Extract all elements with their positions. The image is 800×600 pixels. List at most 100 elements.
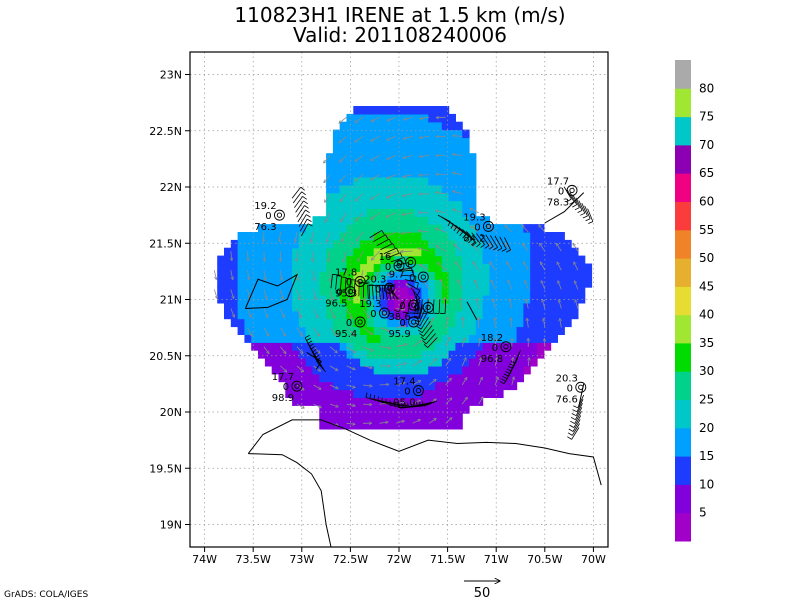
field-cell — [407, 224, 416, 233]
wind-barb — [298, 214, 307, 227]
field-cell — [380, 421, 388, 430]
colorbar-swatch — [675, 314, 691, 344]
wind-vector — [362, 404, 372, 405]
field-cell — [516, 342, 524, 351]
field-cell — [387, 121, 395, 131]
field-cell — [305, 381, 314, 391]
field-cell — [489, 342, 497, 351]
wind-vector — [395, 383, 405, 386]
field-cell — [360, 350, 368, 359]
field-cell — [373, 255, 382, 265]
field-cell — [230, 287, 239, 296]
field-cell — [292, 373, 300, 383]
field-cell — [292, 295, 300, 304]
field-cell — [557, 318, 565, 328]
field-cell — [394, 184, 402, 194]
wind-vector — [575, 281, 579, 290]
field-cell — [428, 358, 436, 367]
field-cell — [380, 358, 388, 367]
field-cell — [332, 326, 341, 335]
wind-barb-flag — [377, 396, 379, 402]
colorbar-swatch — [675, 258, 691, 287]
wind-barb — [375, 285, 378, 300]
station-ring — [354, 276, 366, 287]
station-top-value: 17.4 — [393, 377, 415, 388]
field-cell — [428, 247, 436, 257]
field-cell — [414, 192, 422, 202]
field-cell — [509, 302, 518, 312]
wind-vector — [263, 308, 268, 318]
field-cell — [387, 413, 395, 422]
wind-barb-flag — [407, 402, 410, 408]
field-cell — [326, 200, 334, 209]
wind-barb — [330, 274, 333, 289]
field-cell — [482, 247, 490, 257]
field-cell — [455, 169, 463, 178]
field-cell — [441, 397, 450, 406]
field-cell — [258, 232, 266, 241]
wind-vector — [346, 384, 356, 388]
field-cell — [339, 129, 348, 139]
field-cell — [448, 145, 456, 154]
field-cell — [441, 334, 450, 343]
field-cell — [332, 373, 341, 383]
field-cell — [503, 302, 511, 312]
field-cell — [224, 247, 232, 257]
field-cell — [482, 373, 490, 383]
field-cell — [387, 145, 395, 154]
field-cell — [407, 279, 416, 288]
wind-barb-flag — [307, 340, 313, 344]
wind-barb-flag — [385, 284, 391, 286]
field-cell — [441, 161, 450, 170]
wind-barb-flag — [341, 276, 347, 278]
field-cell — [387, 106, 395, 115]
field-cell — [516, 326, 524, 335]
wind-vector — [297, 270, 298, 280]
station-ring — [393, 260, 405, 272]
wind-barb-flag — [396, 247, 399, 253]
wind-vector — [329, 308, 335, 319]
wind-barb-flag — [484, 245, 490, 249]
wind-vector — [387, 136, 397, 140]
field-cell — [292, 389, 300, 398]
field-cell — [469, 358, 477, 367]
wind-vector — [295, 231, 297, 242]
field-cell — [441, 405, 450, 414]
field-cell — [550, 295, 558, 304]
wind-barb — [417, 401, 432, 408]
wind-barb-flag — [412, 270, 414, 276]
field-cell — [339, 302, 348, 312]
wind-barb-flag — [506, 249, 511, 253]
field-cell — [312, 247, 320, 257]
field-cell — [482, 216, 490, 225]
field-cell — [537, 310, 545, 320]
wind-vector — [327, 231, 331, 242]
field-cell — [271, 318, 280, 328]
field-cell — [353, 342, 361, 351]
wind-vector — [445, 317, 448, 328]
wind-barb-flag — [398, 403, 401, 409]
field-cell — [550, 279, 558, 288]
field-cell — [360, 216, 368, 225]
field-cell — [298, 334, 307, 343]
field-cell — [346, 397, 354, 406]
wind-barb-flag — [421, 401, 425, 407]
wind-vector — [329, 327, 337, 336]
station-marker — [569, 187, 575, 194]
field-cell — [319, 413, 327, 422]
field-cell — [475, 216, 484, 225]
field-cell — [251, 271, 259, 280]
station-bottom-value: 38.6 — [388, 312, 410, 323]
field-cell — [305, 326, 314, 335]
field-cell — [387, 200, 395, 209]
field-cell — [503, 287, 511, 296]
field-cell — [319, 216, 327, 225]
wind-barb — [578, 200, 586, 214]
x-tick-label: 70.5W — [527, 553, 562, 566]
field-cell — [278, 373, 286, 383]
field-cell — [496, 389, 504, 398]
station-marker — [294, 383, 300, 389]
wind-vector — [296, 327, 303, 336]
wind-vector — [263, 231, 264, 242]
station-top-value: 19.3 — [359, 299, 381, 310]
